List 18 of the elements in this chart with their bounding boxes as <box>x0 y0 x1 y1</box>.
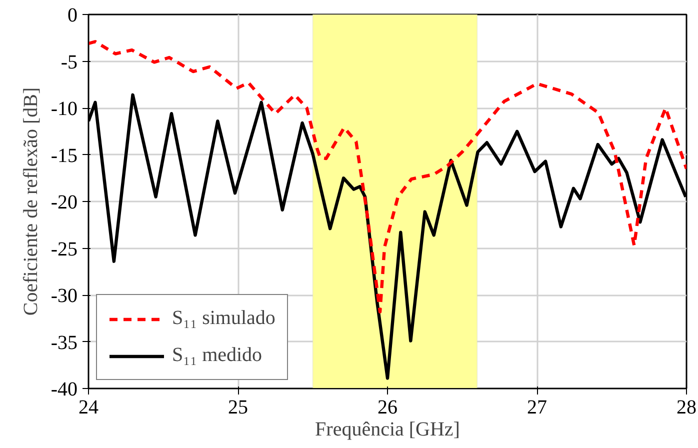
legend-label: S₁₁ medido <box>172 344 262 367</box>
y-tick-label: -20 <box>50 192 78 214</box>
y-tick-label: -40 <box>50 378 78 400</box>
x-tick-label: 28 <box>676 396 696 418</box>
y-tick-label: -15 <box>50 144 78 167</box>
x-tick-label: 24 <box>78 396 98 418</box>
x-tick-label: 27 <box>527 396 547 418</box>
y-tick-label: 0 <box>68 4 78 26</box>
x-axis-title: Frequência [GHz] <box>315 418 460 440</box>
x-tick-label: 26 <box>378 396 398 418</box>
y-axis-title: Coeficiente de reflexão [dB] <box>20 87 42 316</box>
y-tick-label: -35 <box>50 332 78 354</box>
y-tick-label: -30 <box>50 285 78 307</box>
y-tick-label: -5 <box>60 51 78 74</box>
legend-label: S₁₁ simulado <box>172 307 276 330</box>
y-tick-label: -10 <box>50 98 78 120</box>
y-tick-label: -25 <box>50 238 78 260</box>
x-tick-label: 25 <box>228 396 248 418</box>
